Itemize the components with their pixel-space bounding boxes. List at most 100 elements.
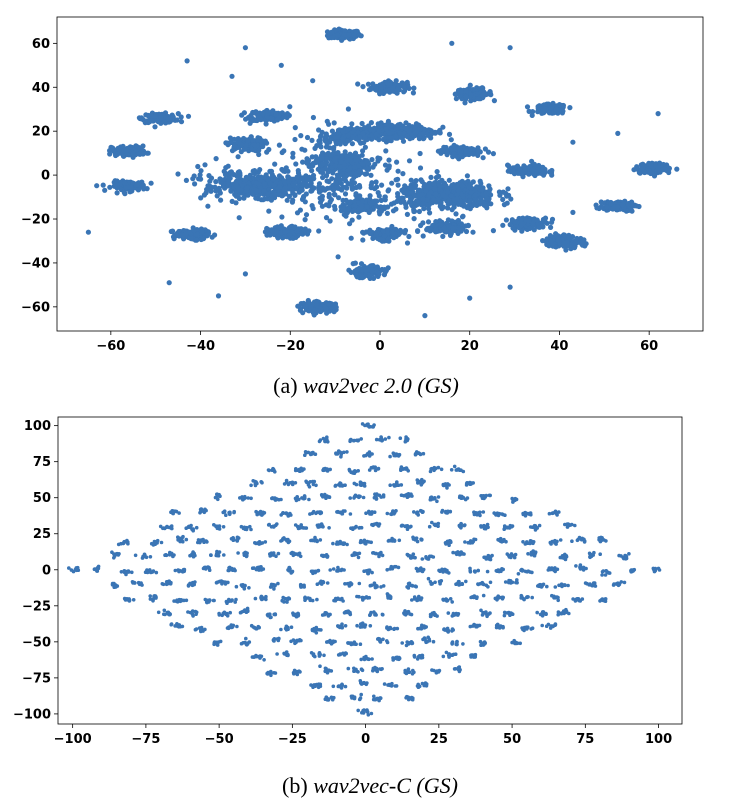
data-point <box>354 667 358 672</box>
data-point <box>417 150 423 157</box>
data-point <box>102 187 108 193</box>
data-point <box>262 658 266 662</box>
data-point <box>503 217 509 223</box>
data-point <box>508 196 514 202</box>
data-point <box>571 245 578 251</box>
data-point <box>368 120 374 126</box>
data-point <box>393 206 399 212</box>
data-point <box>463 148 469 154</box>
data-point <box>570 209 576 215</box>
data-point <box>359 161 365 167</box>
data-point <box>512 219 518 225</box>
data-point <box>302 302 308 308</box>
data-point <box>505 168 511 174</box>
data-point <box>431 182 437 188</box>
data-point <box>175 111 181 117</box>
data-point <box>450 225 456 231</box>
data-point <box>316 685 321 690</box>
data-point <box>309 683 313 687</box>
data-point <box>294 174 300 180</box>
data-point <box>346 666 351 671</box>
data-point <box>294 210 301 216</box>
data-point <box>244 636 248 641</box>
data-point <box>391 231 397 237</box>
data-point <box>359 680 363 685</box>
data-point <box>229 73 235 79</box>
data-point <box>463 228 470 235</box>
data-point <box>222 172 229 178</box>
data-point <box>367 263 374 269</box>
data-point <box>395 182 401 188</box>
data-point <box>666 165 673 171</box>
data-point <box>326 203 332 209</box>
data-point <box>266 208 272 214</box>
data-point <box>289 199 295 205</box>
data-point <box>442 194 449 200</box>
data-point <box>336 127 342 133</box>
data-point <box>329 128 335 134</box>
data-point <box>258 654 262 658</box>
data-point <box>378 84 384 90</box>
data-point <box>534 217 540 223</box>
data-point <box>370 657 374 661</box>
data-point <box>458 221 464 227</box>
data-point <box>356 206 362 212</box>
data-point <box>461 203 467 209</box>
data-point <box>236 169 242 175</box>
data-point <box>319 203 325 209</box>
data-point <box>287 104 293 110</box>
data-point <box>368 172 374 178</box>
data-point <box>331 146 337 152</box>
data-point <box>241 110 247 116</box>
data-point <box>239 183 245 189</box>
data-point <box>548 224 554 230</box>
data-point <box>325 168 331 174</box>
data-point <box>218 179 224 185</box>
data-point <box>424 184 431 190</box>
data-point <box>433 191 439 197</box>
data-point <box>181 236 187 242</box>
data-point <box>655 165 661 171</box>
data-point <box>445 189 451 195</box>
data-point <box>322 187 328 193</box>
data-point <box>223 140 229 146</box>
data-point <box>411 208 417 215</box>
data-point <box>347 157 353 163</box>
data-point <box>345 133 351 139</box>
data-point <box>304 156 310 162</box>
data-point <box>380 136 387 142</box>
data-point <box>269 172 275 178</box>
data-point <box>391 200 397 206</box>
data-point <box>373 131 379 137</box>
data-point <box>411 85 417 91</box>
data-point <box>349 183 355 189</box>
y-tick-label: 40 <box>32 81 50 96</box>
data-point <box>309 137 315 143</box>
data-point <box>401 83 407 89</box>
data-point <box>308 304 314 310</box>
data-point <box>310 78 316 84</box>
data-point <box>390 85 396 91</box>
data-point <box>356 708 361 713</box>
data-point <box>241 195 247 201</box>
y-tick-label: −40 <box>21 256 50 271</box>
data-point <box>351 127 357 133</box>
data-point <box>453 96 459 102</box>
data-point <box>174 117 180 123</box>
data-point <box>393 133 399 139</box>
data-point <box>167 116 173 122</box>
data-point <box>345 138 351 144</box>
data-point <box>364 158 370 164</box>
data-point <box>651 173 658 179</box>
data-point <box>469 653 473 658</box>
data-point <box>331 309 337 315</box>
data-point <box>437 127 443 133</box>
data-point <box>244 185 250 191</box>
data-point <box>276 142 282 148</box>
data-point <box>380 667 384 671</box>
data-point <box>416 187 422 193</box>
data-point <box>437 183 443 189</box>
data-point <box>510 168 516 174</box>
data-point <box>412 655 417 659</box>
data-point <box>269 193 275 199</box>
